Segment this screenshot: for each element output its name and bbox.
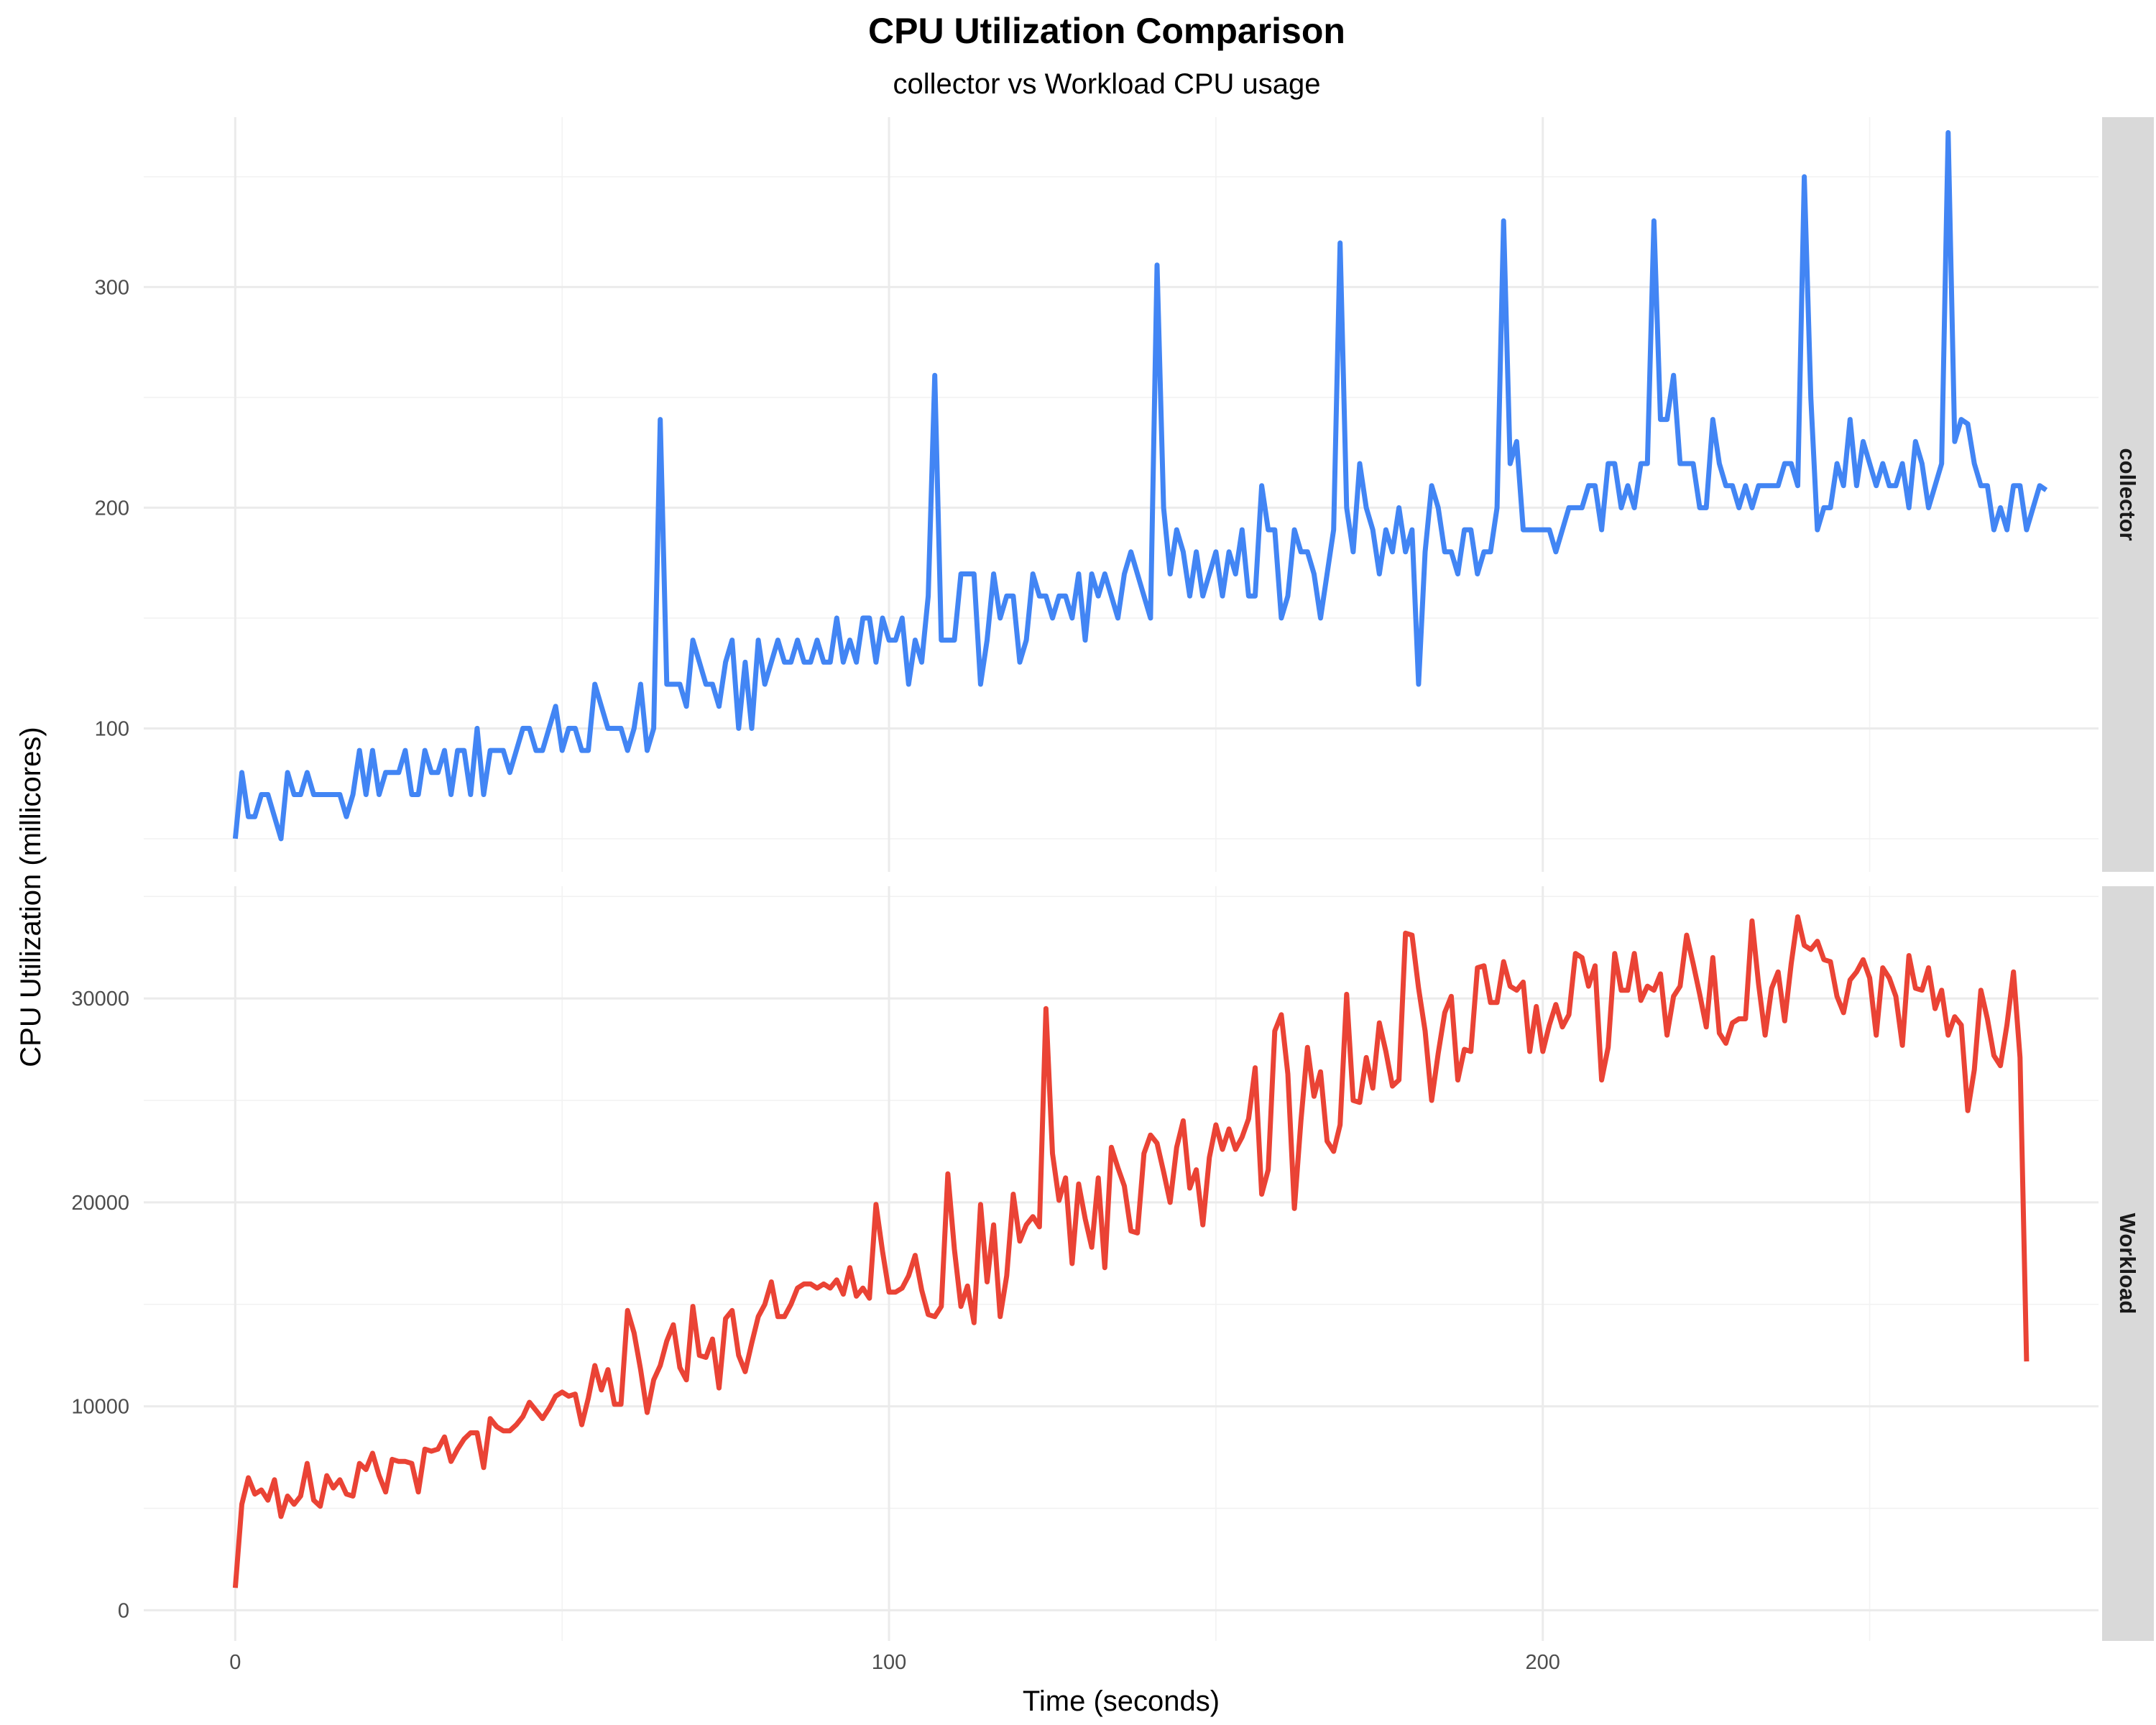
collector-y-tick-label: 100 <box>95 717 129 740</box>
workload-y-tick-label: 20000 <box>71 1192 129 1215</box>
collector-strip-label: collector <box>2115 448 2140 540</box>
x-tick-label: 100 <box>872 1651 906 1674</box>
x-axis-ticks: 0 100 200 <box>229 1651 1560 1674</box>
workload-series-line <box>232 914 2030 1588</box>
chart-subtitle: collector vs Workload CPU usage <box>893 68 1320 100</box>
workload-strip-label: Workload <box>2115 1213 2140 1315</box>
x-tick-label: 0 <box>229 1651 241 1674</box>
collector-panel: 100 200 300 collector <box>95 117 2154 872</box>
workload-y-tick-label: 10000 <box>71 1396 129 1419</box>
collector-series-line <box>232 130 2048 842</box>
workload-panel: 0 10000 20000 30000 Workload <box>71 886 2154 1641</box>
x-tick-label: 200 <box>1526 1651 1560 1674</box>
y-axis-title: CPU Utilization (millicores) <box>15 727 47 1067</box>
chart-title: CPU Utilization Comparison <box>868 11 1345 51</box>
collector-y-tick-label: 300 <box>95 276 129 299</box>
collector-strip <box>2102 117 2154 872</box>
workload-strip <box>2102 886 2154 1641</box>
workload-y-tick-label: 0 <box>118 1599 129 1622</box>
workload-y-tick-label: 30000 <box>71 988 129 1011</box>
collector-y-tick-label: 200 <box>95 497 129 520</box>
x-axis-title: Time (seconds) <box>1023 1685 1220 1717</box>
